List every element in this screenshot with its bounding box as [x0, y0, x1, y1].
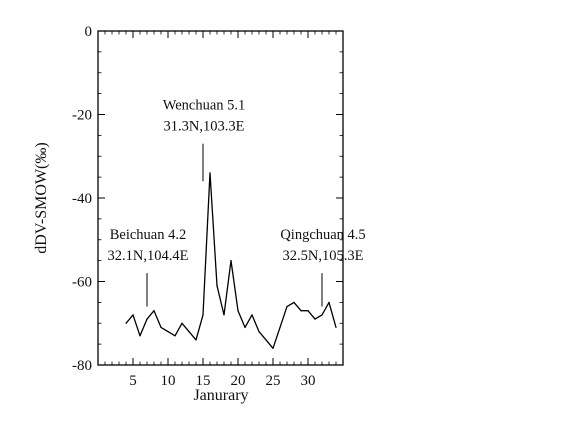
axis-ticks	[98, 30, 343, 366]
data-point	[293, 301, 295, 303]
data-point	[237, 310, 239, 312]
data-point	[321, 314, 323, 316]
data-point	[195, 339, 197, 341]
data-point	[279, 326, 281, 329]
y-tick-label: -80	[72, 358, 92, 374]
data-point	[272, 347, 274, 349]
data-point	[300, 310, 302, 312]
data-point	[307, 310, 309, 312]
annotation-name: Beichuan 4.2	[110, 227, 187, 243]
data-point	[146, 318, 148, 320]
y-tick-label: 0	[85, 24, 93, 40]
x-tick-label: 10	[161, 373, 176, 389]
axis-tick-labels: 5 10 15 20 25 30 0 -20 -40 -60 -80	[72, 24, 316, 389]
data-point	[132, 314, 134, 316]
data-point	[335, 326, 337, 329]
data-point	[160, 326, 162, 329]
data-point	[328, 301, 330, 303]
x-tick-label: 30	[301, 373, 316, 389]
data-point	[167, 331, 169, 333]
data-point	[174, 335, 176, 337]
data-point	[202, 314, 204, 316]
annotation-coords: 31.3N,103.3E	[164, 119, 245, 135]
y-tick-label: -40	[72, 191, 92, 207]
x-tick-label: 15	[196, 373, 211, 389]
data-point	[230, 260, 232, 262]
data-point	[244, 326, 246, 329]
data-point	[188, 331, 190, 333]
annotations: Beichuan 4.2 32.1N,104.4E Wenchuan 5.1 31.3…	[108, 98, 366, 349]
data-point	[153, 310, 155, 312]
x-axis-label: Janurary	[193, 387, 248, 404]
y-axis-label: dDV-SMOW(‰)	[33, 142, 50, 253]
x-tick-label: 20	[231, 373, 246, 389]
annotation-name: Qingchuan 4.5	[280, 227, 365, 243]
data-point	[251, 314, 253, 316]
data-point	[181, 322, 183, 324]
y-tick-label: -60	[72, 275, 92, 291]
x-tick-label: 5	[129, 373, 137, 389]
data-point	[258, 331, 260, 333]
data-point	[125, 322, 127, 324]
x-tick-label: 25	[266, 373, 281, 389]
data-point	[223, 314, 225, 316]
y-tick-label: -20	[72, 108, 92, 124]
annotation-name: Wenchuan 5.1	[163, 98, 246, 114]
data-point	[286, 305, 288, 308]
data-point	[216, 285, 218, 287]
data-point	[209, 172, 211, 174]
annotation-coords: 32.5N,105.3E	[283, 248, 364, 264]
plot-frame	[97, 30, 344, 366]
annotation-coords: 32.1N,104.4E	[108, 248, 189, 264]
data-point	[314, 318, 316, 320]
data-point	[139, 335, 141, 337]
data-point	[265, 339, 267, 341]
